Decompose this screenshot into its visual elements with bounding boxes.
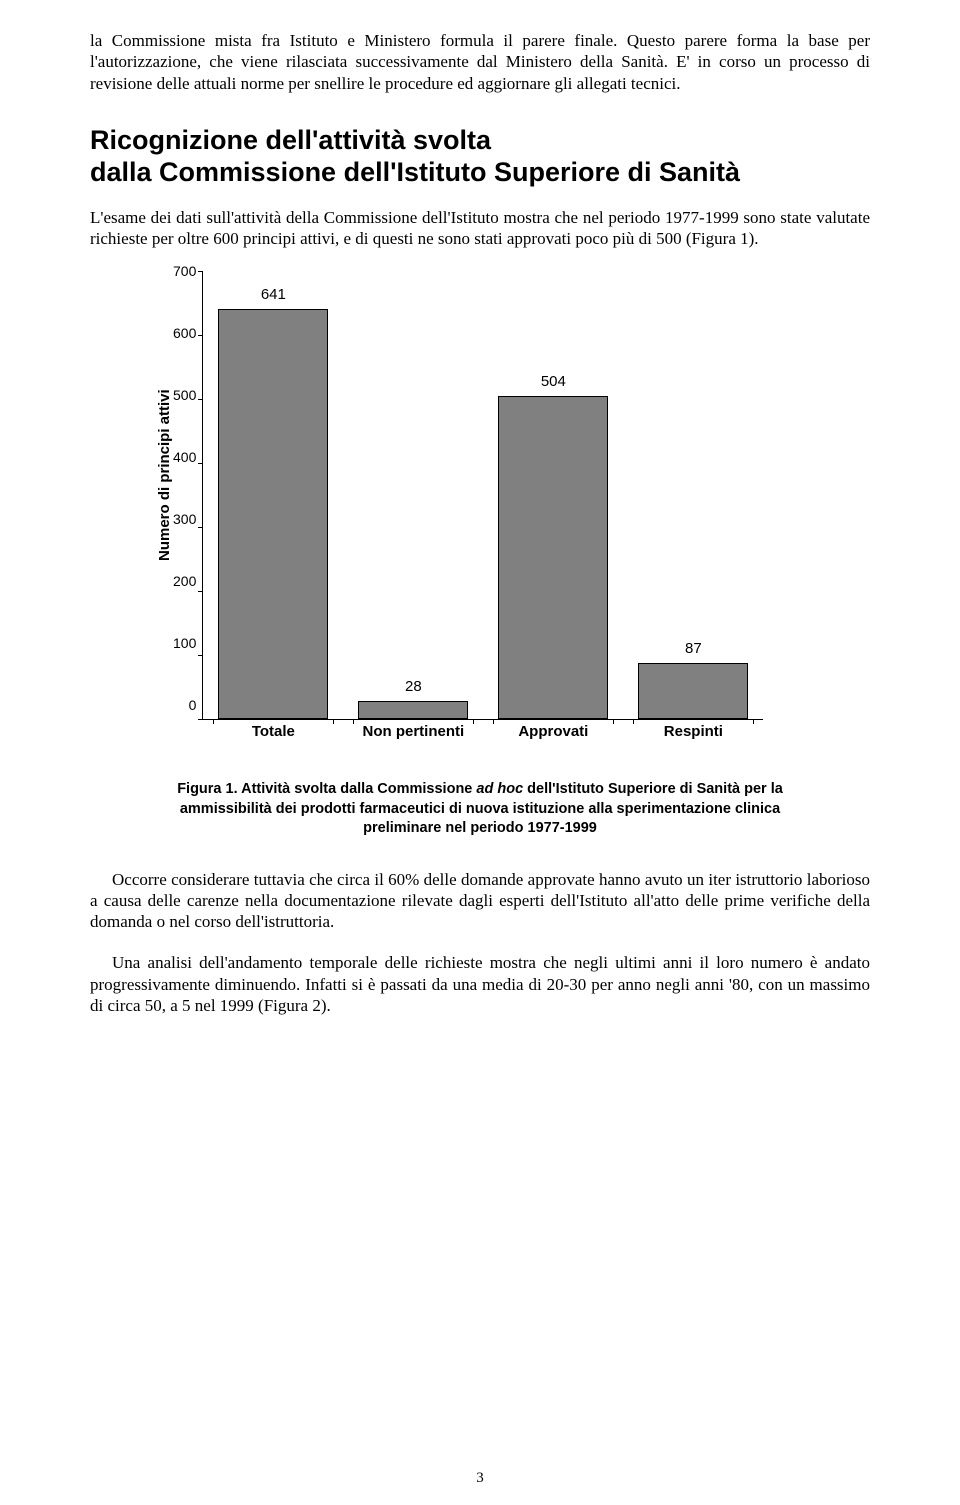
bar-value-label-approvati: 504 [483,373,623,390]
chart-plot-area: 641Totale28Non pertinenti504Approvati87R… [202,271,763,720]
caption-emphasis: ad hoc [476,781,523,797]
paragraph-4: Una analisi dell'andamento temporale del… [90,952,870,1016]
bar-value-label-respinti: 87 [623,640,763,657]
paragraph-2: L'esame dei dati sull'attività della Com… [90,207,870,250]
bar-totale [218,309,328,719]
bar-value-label-totale: 641 [203,286,343,303]
page-root: la Commissione mista fra Istituto e Mini… [0,0,960,1505]
page-number: 3 [0,1470,960,1487]
y-tick: 400 [173,450,196,464]
y-tick: 700 [173,264,196,278]
y-axis-label: Numero di principi attivi [150,271,173,720]
bar-nonpert [358,701,468,719]
x-category-label-totale: Totale [203,723,343,740]
bar-approvati [498,396,608,719]
caption-lead: Figura 1. Attività svolta dalla Commissi… [177,781,476,797]
y-tick-mark [198,719,203,720]
y-axis-ticks: 700 600 500 400 300 200 100 0 [173,271,202,719]
y-tick: 500 [173,388,196,402]
chart-figure-1: Numero di principi attivi 700 600 500 40… [150,271,810,720]
y-tick: 300 [173,512,196,526]
x-category-label-approvati: Approvati [483,723,623,740]
figure-1-caption: Figura 1. Attività svolta dalla Commissi… [160,780,800,839]
x-category-label-nonpert: Non pertinenti [343,723,483,740]
bar-respinti [638,663,748,719]
bar-group-totale: 641 [203,271,343,719]
bar-group-nonpert: 28 [343,271,483,719]
bar-group-approvati: 504 [483,271,623,719]
chart-area: Numero di principi attivi 700 600 500 40… [150,271,810,720]
y-tick: 0 [173,698,196,712]
bar-group-respinti: 87 [623,271,763,719]
paragraph-1: la Commissione mista fra Istituto e Mini… [90,30,870,94]
y-tick: 200 [173,574,196,588]
y-tick: 100 [173,636,196,650]
bar-value-label-nonpert: 28 [343,678,483,695]
paragraph-3: Occorre considerare tuttavia che circa i… [90,869,870,933]
y-tick: 600 [173,326,196,340]
x-category-label-respinti: Respinti [623,723,763,740]
section-title: Ricognizione dell'attività svolta dalla … [90,124,870,189]
